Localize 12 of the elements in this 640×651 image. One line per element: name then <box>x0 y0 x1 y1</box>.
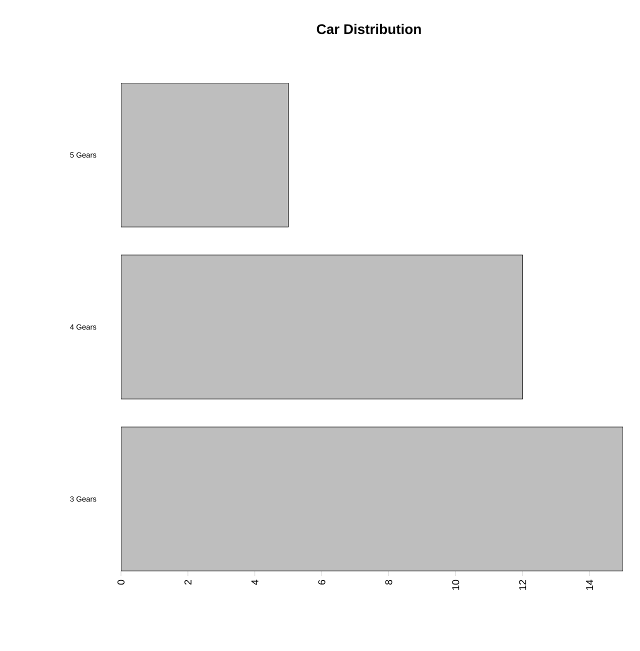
bar <box>121 82 289 228</box>
x-tick-label: 8 <box>385 580 392 585</box>
x-tick-label: 10 <box>452 580 460 590</box>
x-tick-label: 6 <box>318 580 326 585</box>
x-tick-label: 0 <box>117 580 125 585</box>
x-tick-label: 14 <box>586 580 593 590</box>
chart-title: Car Distribution <box>316 24 421 34</box>
bar <box>121 254 523 400</box>
x-tick-label: 4 <box>251 580 258 585</box>
x-tick-label: 2 <box>184 580 192 585</box>
x-tick-label: 12 <box>519 580 526 590</box>
bar <box>121 426 623 571</box>
